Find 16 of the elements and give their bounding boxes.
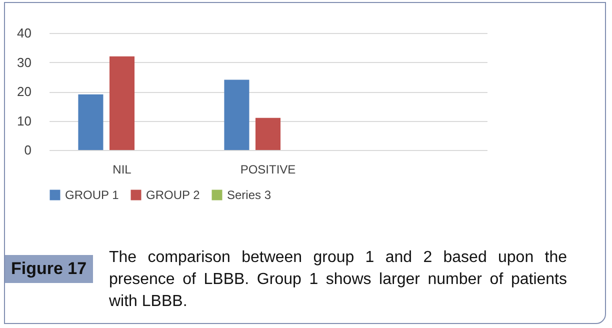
bar: [255, 118, 281, 150]
bar: [109, 56, 135, 150]
y-tick-label: 10: [17, 113, 32, 128]
x-tick-label: NIL: [112, 162, 132, 176]
bar: [224, 80, 250, 150]
y-tick-label: 40: [17, 26, 32, 40]
legend-label: GROUP 2: [146, 188, 200, 202]
legend-label: GROUP 1: [65, 188, 120, 202]
caption: Figure 17: [5, 255, 93, 283]
y-tick-label: 20: [17, 84, 32, 99]
text: The comparison between group 1 and 2 based upon the presence of LBBB. Group 1 shows larger number of patients with LBBB.: [109, 248, 567, 312]
y-tick-label: 0: [24, 142, 32, 158]
legend-label: Series 3: [227, 188, 272, 202]
x-tick-label: POSITIVE: [240, 162, 296, 176]
bar: [78, 94, 104, 150]
y-tick-label: 30: [17, 54, 32, 70]
